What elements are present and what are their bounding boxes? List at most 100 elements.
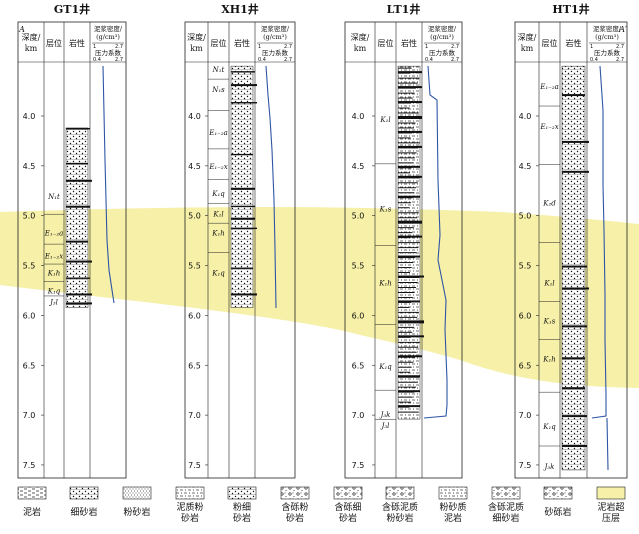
mudstone-streak [231, 217, 255, 220]
legend-label: 含砾粉砂岩 [281, 501, 308, 524]
depth-tick-label: 7.0 [23, 411, 36, 420]
mudstone-streak [562, 325, 587, 328]
strata-label: K₁h [378, 279, 392, 287]
legend-item: 含砾泥质粉砂岩 [382, 486, 418, 524]
strata-label: K₁s [543, 317, 556, 325]
depth-tick-label: 6.0 [352, 311, 365, 320]
header-lithology: 岩性 [401, 38, 417, 48]
depth-tick-label: 7.0 [519, 411, 532, 420]
depth-tick-label: 5.0 [352, 212, 365, 221]
well-frame [184, 21, 296, 479]
mudstone-streak [66, 162, 88, 165]
mudstone-streak [562, 415, 587, 418]
mudstone-streak [562, 94, 585, 97]
mudstone-streak [66, 302, 92, 305]
mudstone-streak [398, 86, 422, 89]
depth-tick-label: 7.5 [23, 461, 36, 470]
depth-tick-label: 4.5 [519, 162, 532, 171]
mudstone-streak [231, 293, 257, 296]
depth-tick-label: 6.5 [23, 361, 36, 370]
strata-label: K₁l [543, 279, 554, 287]
strata-label: J₃l [380, 422, 390, 430]
mudstone-streak [398, 335, 424, 338]
well-frame [344, 21, 463, 479]
mudstone-streak [398, 130, 422, 133]
mudstone-streak [66, 293, 92, 296]
header-mud-density: 泥浆密度/ [593, 24, 622, 33]
header-depth-unit: km [521, 44, 534, 53]
pressure-range-max: 2.7 [616, 57, 624, 63]
header-strata: 层位 [46, 38, 62, 48]
mudstone-streak [66, 179, 92, 182]
mudstone-streak [398, 101, 422, 104]
depth-tick-label: 5.5 [23, 262, 36, 271]
legend-item: 泥岩 [17, 486, 47, 518]
header-depth-unit: km [25, 44, 38, 53]
depth-tick-label: 6.5 [352, 361, 365, 370]
mudstone-streak [66, 205, 90, 208]
header-mud-density-unit: (g/cm³) [96, 33, 120, 41]
lithology-column [561, 65, 586, 471]
header-lithology: 岩性 [69, 38, 85, 48]
strata-label: N₁t [212, 66, 225, 74]
depth-tick-label: 5.0 [188, 212, 201, 221]
legend-label: 粉细砂岩 [233, 501, 251, 524]
mud-range-min: 1 [93, 44, 96, 50]
strata-label: K₁h [542, 355, 556, 363]
strata-label: K₁q [378, 363, 392, 371]
mudstone-streak [562, 445, 587, 448]
mud-range-min: 1 [425, 44, 428, 50]
header-pressure: 压力系数 [594, 48, 621, 57]
legend-swatch [596, 486, 626, 500]
legend-swatch [17, 486, 47, 500]
legend-item: 泥岩超压层 [596, 486, 626, 524]
mud-range-max: 2.7 [284, 44, 292, 50]
mudstone-streak [398, 71, 422, 74]
depth-tick-label: 6.5 [519, 361, 532, 370]
mudstone-streak [231, 153, 253, 156]
well-name: LT1井 [387, 2, 421, 16]
mud-range-max: 2.7 [451, 44, 459, 50]
legend-swatch [227, 486, 257, 500]
strata-label: J₃l [48, 298, 58, 306]
strata-label: K₁q [211, 270, 225, 278]
header-pressure: 压力系数 [429, 48, 456, 57]
mudstone-streak [562, 140, 589, 143]
mud-range-min: 1 [258, 44, 261, 50]
legend-item: 粉砂质泥岩 [438, 486, 468, 524]
mudstone-streak [231, 84, 257, 87]
header-depth: 深度/ [22, 32, 41, 42]
strata-label: K₁s [379, 206, 392, 214]
strata-label: N₁t [47, 193, 60, 201]
depth-tick-label: 5.0 [23, 212, 36, 221]
strata-label: K₁q [211, 190, 225, 198]
lithology-column [65, 127, 89, 308]
mudstone-streak [398, 195, 420, 198]
pressure-range-max: 2.7 [115, 57, 123, 63]
mudstone-streak [66, 260, 92, 263]
legend-item: 泥质粉砂岩 [175, 486, 205, 524]
mudstone-streak [398, 375, 420, 378]
mudstone-streak [66, 240, 88, 243]
strata-label: E₁₋₂a [208, 129, 228, 137]
strata-label: E₁₋₂a [44, 230, 64, 238]
mudstone-streak [231, 267, 253, 269]
pressure-range-min: 0.4 [590, 57, 598, 63]
strata-label: N₁s [211, 86, 225, 94]
header-mud-density: 泥浆密度/ [261, 24, 290, 33]
header-lithology: 岩性 [566, 38, 582, 48]
legend-label: 含砾细砂岩 [334, 501, 361, 524]
strata-label: K₁l [379, 116, 390, 124]
legend-label: 砂砾岩 [544, 506, 571, 518]
legend-swatch [69, 486, 99, 500]
pressure-curve [423, 65, 448, 419]
header-strata: 层位 [211, 38, 227, 48]
mudstone-streak [398, 165, 420, 168]
legend-item: 含砾泥质细砂岩 [488, 486, 524, 524]
overpressure-band [0, 207, 639, 388]
legend-label: 泥岩超压层 [597, 501, 624, 524]
pressure-curve [591, 65, 609, 471]
